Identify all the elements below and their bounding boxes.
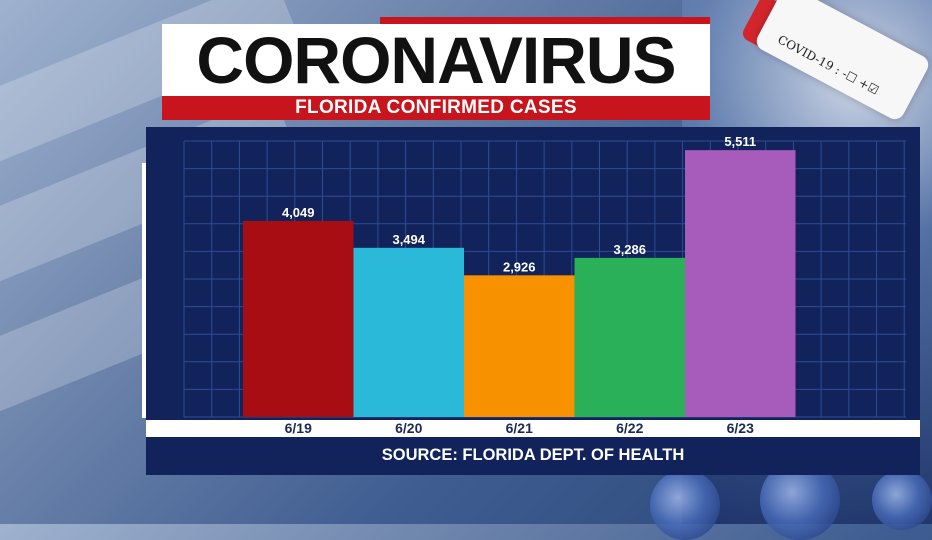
title-accent-line	[380, 17, 710, 24]
x-tick-label: 6/21	[506, 420, 533, 436]
bar-6-23	[685, 150, 796, 417]
bar-6-21	[464, 275, 575, 417]
bar-chart: 4,049 3,494 2,926 3,286 5,511 6/19 6/20 6/21 6/2…	[146, 134, 920, 437]
x-tick-label: 6/23	[727, 420, 754, 436]
data-label: 5,511	[724, 134, 756, 149]
axis-accent	[142, 163, 146, 418]
bar-6-20	[353, 247, 464, 417]
data-label: 3,494	[392, 232, 425, 247]
subtitle-bar: FLORIDA CONFIRMED CASES	[162, 96, 710, 120]
data-label: 3,286	[613, 242, 646, 257]
x-tick-label: 6/20	[395, 420, 422, 436]
data-label: 2,926	[503, 259, 536, 274]
chart-subtitle: FLORIDA CONFIRMED CASES	[295, 97, 577, 118]
virus-particle-icon	[872, 470, 932, 530]
virus-particle-icon	[650, 470, 720, 540]
bar-6-19	[243, 220, 354, 417]
category-axis-band	[146, 420, 920, 437]
page-title: CORONAVIRUS	[196, 23, 676, 97]
x-tick-label: 6/22	[616, 420, 643, 436]
bar-6-22	[574, 257, 685, 417]
title-box: CORONAVIRUS	[162, 24, 710, 96]
data-label: 4,049	[282, 205, 315, 220]
source-caption: SOURCE: FLORIDA DEPT. OF HEALTH	[381, 446, 685, 464]
x-tick-label: 6/19	[285, 420, 312, 436]
